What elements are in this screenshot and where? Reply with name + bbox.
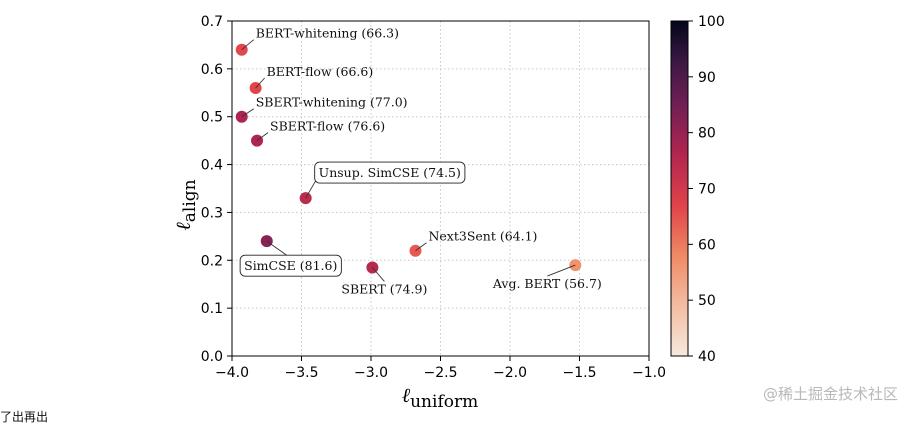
x-axis: −4.0 −3.5 −3.0 −2.5 −2.0 −1.5 −1.0 <box>215 356 666 381</box>
y-tick-label: 0.4 <box>201 158 223 174</box>
colorbar-tick-label: 70 <box>698 182 716 198</box>
x-axis-title-main: ℓ <box>402 383 411 407</box>
x-axis-title-sub: uniform <box>410 392 478 412</box>
x-tick-label: −1.5 <box>563 365 597 381</box>
y-tick-label: 0.1 <box>201 301 223 317</box>
cut-off-caption: 了出再出 <box>0 410 49 424</box>
x-tick-label: −4.0 <box>215 365 249 381</box>
y-tick-label: 0.2 <box>201 253 223 269</box>
leader-line <box>305 178 318 199</box>
y-axis-title-main: ℓ <box>171 222 195 231</box>
colorbar-tick-label: 40 <box>698 349 716 365</box>
colorbar-tick-label: 100 <box>698 14 725 30</box>
point-label: Next3Sent (64.1) <box>428 229 537 244</box>
point-label: SBERT-flow (76.6) <box>270 119 385 134</box>
point-label: Avg. BERT (56.7) <box>492 276 602 291</box>
watermark: @稀土掘金技术社区 <box>762 385 898 403</box>
label-box <box>314 161 466 184</box>
colorbar-tick-label: 80 <box>698 126 716 142</box>
x-tick-label: −3.5 <box>285 365 319 381</box>
y-tick-label: 0.0 <box>201 349 223 365</box>
colorbar-tick-label: 50 <box>698 293 716 309</box>
leader-line <box>241 39 255 51</box>
colorbar-tick-label: 90 <box>698 70 716 86</box>
x-tick-label: −2.5 <box>424 365 458 381</box>
point-label: BERT-whitening (66.3) <box>256 26 399 41</box>
leader-line <box>255 77 265 89</box>
leader-line <box>372 267 385 282</box>
point-labels: BERT-whitening (66.3) BERT-flow (66.6) SBE… <box>239 26 602 296</box>
colorbar-tick-label: 60 <box>698 237 716 253</box>
point-label: BERT-flow (66.6) <box>267 64 374 79</box>
y-tick-label: 0.6 <box>201 62 223 78</box>
y-axis: 0.0 0.1 0.2 0.3 0.4 0.5 0.6 0.7 <box>201 14 232 365</box>
leader-line <box>547 264 576 277</box>
colorbar-ticks: 40 50 60 70 80 90 100 <box>688 14 725 365</box>
point-label: Unsup. SimCSE (74.5) <box>319 165 461 180</box>
x-tick-label: −2.0 <box>493 365 527 381</box>
leader-line <box>415 242 427 252</box>
leader-line <box>256 132 269 142</box>
point-label: SBERT-whitening (77.0) <box>256 95 408 110</box>
point-label: SimCSE (81.6) <box>244 258 337 273</box>
colorbar <box>670 20 689 357</box>
y-axis-title: ℓalign <box>171 179 200 230</box>
data-point <box>409 244 422 257</box>
x-tick-label: −1.0 <box>632 365 666 381</box>
y-tick-label: 0.5 <box>201 110 223 126</box>
y-tick-label: 0.3 <box>201 205 223 221</box>
x-axis-title: ℓuniform <box>402 383 478 412</box>
label-box <box>239 254 342 277</box>
y-tick-label: 0.7 <box>201 14 223 30</box>
leader-line <box>241 108 254 118</box>
x-tick-label: −3.0 <box>354 365 388 381</box>
point-label: SBERT (74.9) <box>341 281 427 296</box>
y-axis-title-sub: align <box>180 179 200 222</box>
